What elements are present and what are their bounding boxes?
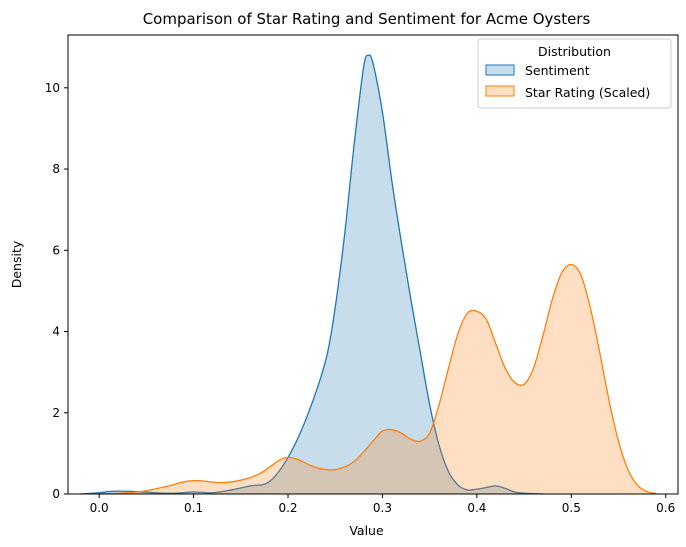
plot-frame <box>67 34 679 495</box>
x-axis-label: Value <box>349 523 384 538</box>
density-line-sentiment <box>80 54 543 495</box>
x-tick-label: 0.2 <box>278 501 297 515</box>
legend-swatch-star-rating <box>485 85 515 97</box>
y-tick-label: 2 <box>52 406 60 420</box>
legend-frame <box>477 38 672 109</box>
y-tick-label: 10 <box>45 81 60 95</box>
chart-title: Comparison of Star Rating and Sentiment … <box>143 10 591 28</box>
x-tick-label: 0.4 <box>467 501 486 515</box>
x-tick-label: 0.6 <box>656 501 675 515</box>
legend: Distribution Sentiment Star Rating (Scal… <box>477 38 672 109</box>
legend-label-sentiment: Sentiment <box>525 63 590 78</box>
y-tick-label: 0 <box>52 487 60 501</box>
density-line-star-rating-scaled <box>99 263 657 495</box>
y-tick-label: 6 <box>52 243 60 257</box>
density-area-star-rating-scaled <box>99 264 657 494</box>
legend-title: Distribution <box>538 44 611 59</box>
legend-label-star-rating: Star Rating (Scaled) <box>525 85 650 100</box>
legend-swatch-sentiment <box>485 64 515 76</box>
y-tick-label: 8 <box>52 162 60 176</box>
x-tick-label: 0.0 <box>90 501 109 515</box>
x-tick-label: 0.1 <box>184 501 203 515</box>
y-axis-label: Density <box>9 240 24 288</box>
x-tick-label: 0.5 <box>562 501 581 515</box>
y-tick-label: 4 <box>52 325 60 339</box>
x-tick-label: 0.3 <box>373 501 392 515</box>
